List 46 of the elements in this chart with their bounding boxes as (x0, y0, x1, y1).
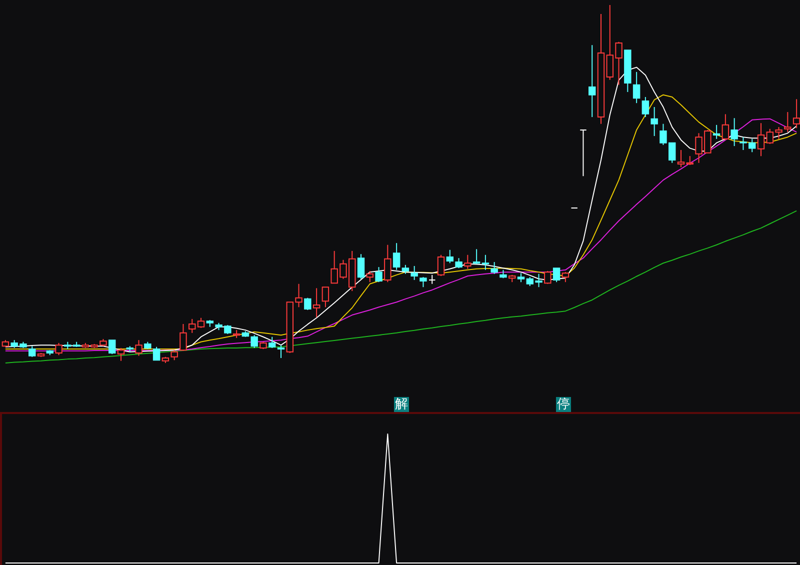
candlestick (304, 297, 312, 311)
candlestick (152, 346, 160, 361)
candlestick (366, 270, 374, 283)
candlestick (357, 254, 365, 280)
text: 停 (556, 397, 571, 412)
candlestick (410, 265, 418, 280)
candlestick (322, 286, 330, 308)
candlestick (108, 340, 116, 355)
candlestick (384, 244, 392, 283)
candlestick (268, 336, 276, 348)
candlestick (188, 318, 196, 334)
candlestick (446, 249, 454, 264)
candlestick (482, 254, 490, 270)
candlestick (580, 129, 587, 177)
candlestick (677, 149, 685, 168)
text: 解 (394, 397, 409, 412)
candlestick (650, 106, 658, 137)
candlestick (455, 258, 462, 269)
candlestick (28, 346, 36, 358)
candlestick (730, 118, 738, 147)
candlestick (472, 248, 480, 264)
candlestick (544, 270, 552, 284)
candlestick (312, 288, 320, 318)
candlestick (392, 242, 400, 270)
candlestick (712, 124, 720, 140)
candlestick (437, 254, 445, 277)
candlestick (642, 96, 650, 118)
candlestick (250, 334, 258, 348)
candlestick (562, 272, 570, 283)
candlestick (420, 276, 427, 288)
candlestick (277, 344, 285, 358)
candlestick (588, 44, 596, 118)
candlestick (632, 71, 640, 104)
candlestick (375, 266, 382, 283)
candlestick (490, 262, 498, 274)
candlestick (552, 268, 560, 283)
candlestick (757, 122, 765, 157)
candlestick (464, 254, 472, 270)
candlestick (197, 317, 205, 328)
candlestick (117, 347, 125, 362)
candlestick (784, 112, 792, 133)
candlestick (135, 340, 142, 356)
candlestick (170, 350, 178, 361)
candlestick (55, 342, 62, 356)
candlestick (722, 114, 730, 140)
candlestick (180, 323, 187, 352)
